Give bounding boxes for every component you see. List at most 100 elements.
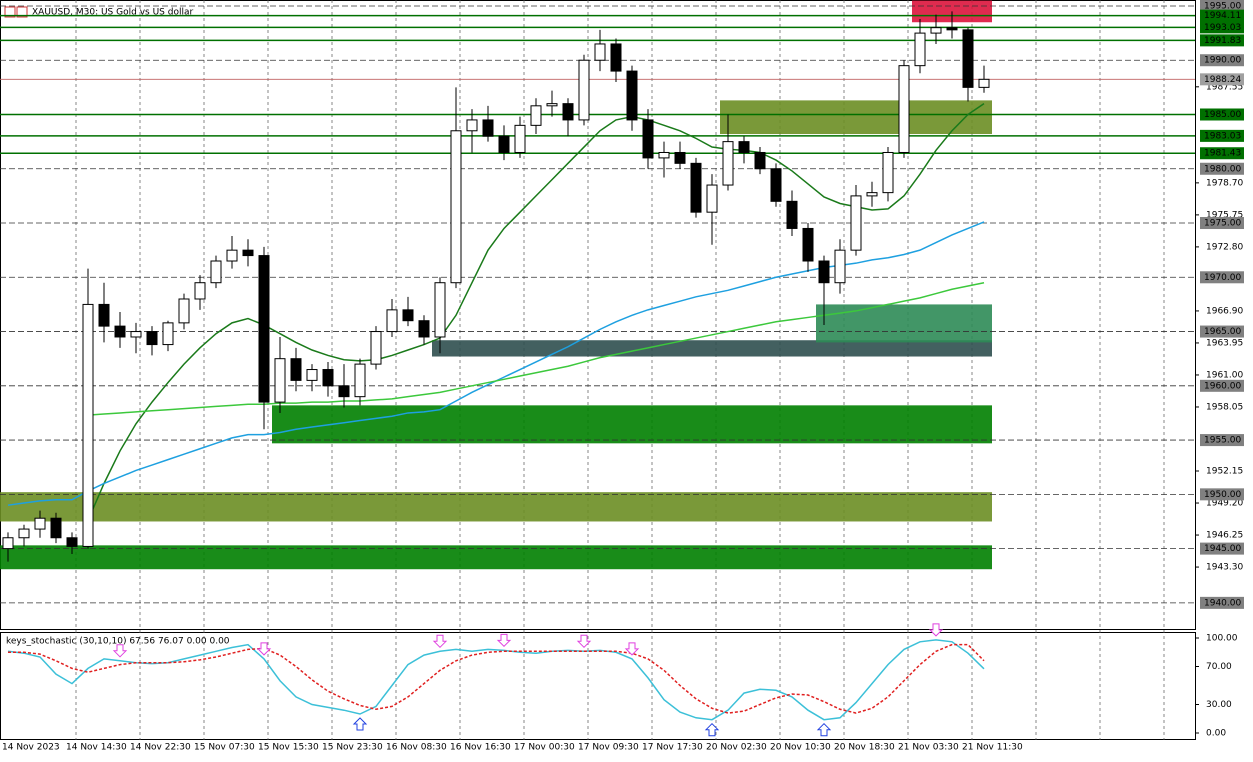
level-label-box	[1200, 73, 1244, 86]
x-tick-label: 20 Nov 02:30	[706, 743, 767, 753]
level-label: 1965.00	[1204, 327, 1241, 337]
candle-body	[466, 119, 478, 132]
level-label: 1950.00	[1204, 490, 1241, 500]
stoch-panel	[0, 632, 1196, 740]
candle-body	[290, 358, 302, 381]
candle-body	[578, 59, 590, 121]
level-label: 1980.00	[1204, 164, 1241, 174]
level-label: 1960.00	[1204, 381, 1241, 391]
y-tick-label: 1978.70	[1206, 178, 1243, 188]
candle-body	[338, 385, 350, 398]
candle-body	[210, 260, 222, 284]
candle-body	[274, 358, 286, 403]
candle-body	[642, 119, 654, 159]
candle-body	[514, 124, 526, 153]
candle-body	[930, 27, 942, 34]
candle-body	[66, 537, 78, 547]
candle-body	[530, 105, 542, 126]
symbol-icon	[4, 6, 28, 18]
candle-body	[226, 249, 238, 262]
candle-body	[706, 184, 718, 213]
x-tick-label: 17 Nov 17:30	[642, 743, 703, 753]
y-tick-label: 1952.15	[1206, 467, 1243, 477]
candle-body	[178, 298, 190, 324]
x-tick-label: 20 Nov 10:30	[770, 743, 831, 753]
candle-body	[194, 282, 206, 300]
candle-body	[114, 325, 126, 338]
candle-body	[770, 168, 782, 202]
candle-body	[450, 130, 462, 284]
stoch-tick-label: 0.00	[1206, 729, 1226, 739]
y-tick-label: 1943.30	[1206, 563, 1243, 573]
y-tick-label: 1975.75	[1206, 210, 1243, 220]
main-panel	[0, 0, 1196, 630]
x-tick-label: 14 Nov 22:30	[130, 743, 191, 753]
candle-body	[146, 331, 158, 346]
level-label-box	[1200, 21, 1244, 34]
level-label-box	[1200, 217, 1244, 230]
x-tick-label: 17 Nov 09:30	[578, 743, 639, 753]
candle-body	[354, 363, 366, 398]
level-label: 1991.83	[1204, 36, 1241, 46]
level-label: 1975.00	[1204, 219, 1241, 229]
candle-body	[866, 192, 878, 197]
zone	[0, 492, 992, 522]
level-label-box	[1200, 54, 1244, 67]
candle-body	[722, 141, 734, 186]
y-tick-label: 1961.00	[1206, 370, 1243, 380]
candle-body	[594, 43, 606, 61]
candle-body	[882, 151, 894, 194]
y-tick-label: 1972.80	[1206, 242, 1243, 252]
signal-down-arrow	[624, 642, 640, 656]
signal-down-arrow	[576, 634, 592, 649]
y-tick-label: 1949.20	[1206, 499, 1243, 509]
zone	[272, 405, 992, 444]
level-label-box	[1200, 271, 1244, 284]
y-tick-label: 1966.90	[1206, 306, 1243, 316]
level-label: 1995.00	[1204, 1, 1241, 11]
y-tick-label: 1958.05	[1206, 402, 1243, 412]
signal-down-arrow	[256, 642, 272, 656]
level-label-box	[1200, 9, 1244, 22]
level-label-box	[1200, 542, 1244, 555]
candle-body	[562, 103, 574, 121]
level-label-box	[1200, 596, 1244, 609]
candle-body	[674, 151, 686, 164]
candle-body	[258, 255, 270, 403]
candle-body	[962, 29, 974, 88]
signal-down-arrow	[112, 644, 128, 658]
level-label: 1983.03	[1204, 131, 1241, 141]
candle-body	[738, 141, 750, 153]
y-tick-label: 1946.25	[1206, 531, 1243, 541]
candle-body	[322, 369, 334, 387]
candle-body	[850, 195, 862, 251]
level-label: 1990.00	[1204, 56, 1241, 66]
level-label: 1985.00	[1204, 110, 1241, 120]
candle-body	[418, 320, 430, 338]
level-label: 1940.00	[1204, 598, 1241, 608]
zone	[816, 304, 992, 343]
level-label-box	[1200, 434, 1244, 447]
zone	[720, 100, 992, 135]
x-tick-label: 20 Nov 18:30	[834, 743, 895, 753]
candle-body	[658, 151, 670, 159]
stoch-tick-label: 30.00	[1206, 700, 1232, 710]
candle-body	[50, 517, 62, 539]
y-tick-label: 1987.55	[1206, 82, 1243, 92]
x-tick-label: 15 Nov 15:30	[258, 743, 319, 753]
candle-body	[754, 151, 766, 170]
candle-body	[946, 27, 958, 31]
level-label-box	[1200, 108, 1244, 121]
x-tick-label: 16 Nov 08:30	[386, 743, 447, 753]
moving-average	[87, 103, 985, 521]
level-label: 1993.03	[1204, 23, 1241, 33]
candle-body	[978, 78, 990, 88]
zone	[0, 545, 992, 570]
candle-body	[690, 162, 702, 213]
x-tick-label: 16 Nov 16:30	[450, 743, 511, 753]
candle-body	[434, 282, 446, 338]
candle-body	[898, 65, 910, 153]
candle-body	[2, 537, 14, 550]
candle-body	[834, 249, 846, 284]
level-label-box	[1200, 147, 1244, 160]
